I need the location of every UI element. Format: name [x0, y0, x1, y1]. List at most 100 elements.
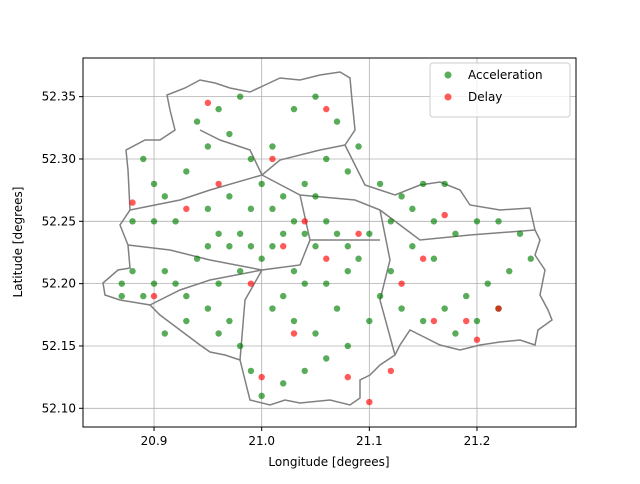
- legend-marker: [444, 93, 452, 101]
- point: [204, 99, 212, 107]
- point: [484, 280, 491, 287]
- point: [387, 367, 395, 375]
- point: [236, 93, 244, 100]
- plot-frame: [82, 57, 577, 428]
- point: [430, 317, 438, 325]
- point: [172, 218, 179, 225]
- point: [247, 243, 255, 250]
- point: [441, 211, 448, 219]
- point: [452, 330, 459, 337]
- point: [236, 342, 244, 350]
- point: [161, 193, 169, 200]
- y-tick-label: 52.35: [42, 90, 76, 104]
- point: [236, 230, 244, 237]
- y-tick-label: 52.20: [42, 277, 76, 291]
- point: [193, 118, 201, 125]
- point: [344, 168, 351, 175]
- x-tick-label: 21.0: [248, 434, 275, 448]
- point: [312, 330, 319, 337]
- point: [473, 317, 481, 325]
- x-tick-label: 20.9: [141, 434, 168, 448]
- point: [333, 305, 341, 312]
- point: [172, 280, 179, 287]
- point: [430, 218, 438, 225]
- point: [376, 180, 384, 188]
- point: [183, 317, 190, 325]
- point: [247, 155, 255, 163]
- point: [269, 155, 276, 163]
- point: [150, 280, 158, 287]
- point: [204, 305, 212, 312]
- point: [301, 180, 308, 188]
- point: [215, 330, 222, 337]
- point: [344, 243, 351, 250]
- point: [398, 305, 405, 312]
- point: [419, 180, 427, 188]
- point: [333, 230, 341, 237]
- point: [419, 255, 427, 262]
- point: [183, 168, 190, 175]
- point: [204, 205, 212, 213]
- legend-label: Acceleration: [468, 68, 543, 82]
- point: [301, 280, 308, 287]
- y-tick-label: 52.15: [42, 339, 76, 353]
- point: [269, 305, 276, 312]
- point: [366, 317, 373, 325]
- point: [376, 292, 384, 300]
- point: [183, 292, 190, 300]
- point: [355, 230, 362, 237]
- point: [398, 193, 405, 200]
- point: [204, 143, 212, 150]
- point: [355, 143, 362, 150]
- point: [269, 243, 276, 250]
- point: [290, 105, 298, 113]
- point: [463, 317, 470, 325]
- point: [193, 255, 201, 262]
- point: [463, 292, 470, 300]
- point: [280, 243, 287, 250]
- point: [290, 330, 298, 337]
- city-outline: [102, 71, 553, 406]
- point: [183, 205, 190, 213]
- point: [323, 355, 330, 362]
- x-axis-label: Longitude [degrees]: [268, 455, 389, 469]
- point: [430, 255, 438, 262]
- point: [366, 398, 373, 406]
- y-tick-label: 52.25: [42, 214, 76, 228]
- point: [247, 205, 255, 213]
- point: [323, 105, 330, 113]
- point: [323, 280, 330, 287]
- point: [280, 380, 287, 387]
- point: [290, 267, 298, 275]
- point: [161, 330, 169, 337]
- point: [129, 267, 136, 275]
- y-tick-label: 52.30: [42, 152, 76, 166]
- point: [473, 218, 481, 225]
- point: [161, 267, 169, 275]
- point: [150, 218, 158, 225]
- point: [258, 180, 265, 188]
- point: [118, 280, 125, 287]
- point: [441, 180, 448, 188]
- point: [409, 243, 416, 250]
- point: [280, 292, 287, 300]
- point: [236, 267, 244, 275]
- point: [280, 230, 287, 237]
- point: [387, 218, 395, 225]
- point: [495, 218, 502, 225]
- point: [226, 193, 233, 200]
- y-tick-label: 52.10: [42, 401, 76, 415]
- point: [215, 280, 222, 287]
- point: [387, 267, 395, 275]
- point: [150, 180, 158, 188]
- point: [290, 317, 298, 325]
- point: [495, 305, 502, 312]
- x-tick-label: 21.1: [356, 434, 383, 448]
- point: [118, 292, 125, 300]
- point: [140, 155, 147, 163]
- point: [452, 230, 459, 237]
- point: [290, 218, 298, 225]
- point: [312, 193, 319, 200]
- point: [258, 255, 265, 262]
